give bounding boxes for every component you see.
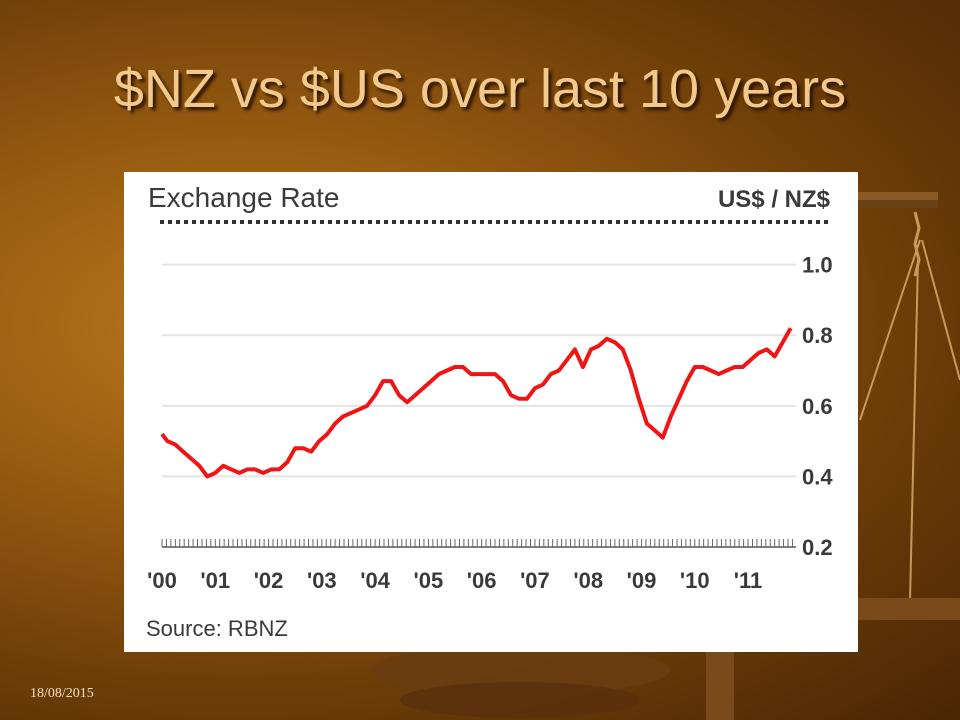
exchange-rate-chart-panel: Exchange Rate US$ / NZ$ 0.2 0.4 0.6 0.8 1.0 '00… (124, 172, 858, 652)
x-tick-label: '01 (200, 568, 230, 593)
x-tick-label: '11 (734, 568, 763, 593)
exchange-rate-line (160, 327, 793, 479)
x-tick-label: '02 (254, 568, 284, 593)
x-tick-label: '09 (627, 568, 657, 593)
x-tick-label: '10 (680, 568, 710, 593)
x-tick-label: '00 (147, 568, 177, 593)
unit-label: US$ / NZ$ (718, 186, 831, 213)
x-tick-label: '07 (520, 568, 550, 593)
x-tick-label: '06 (467, 568, 497, 593)
chart-title: Exchange Rate (148, 182, 339, 213)
y-tick-label: 1.0 (802, 253, 833, 278)
x-tick-label: '04 (360, 568, 390, 593)
slide-title: $NZ vs $US over last 10 years (113, 59, 847, 119)
y-tick-label: 0.6 (802, 394, 833, 419)
exchange-rate-chart: Exchange Rate US$ / NZ$ 0.2 0.4 0.6 0.8 1.0 '00… (146, 182, 833, 641)
y-tick-label: 0.2 (802, 535, 833, 560)
x-tick-label: '03 (307, 568, 337, 593)
x-tick-label: '05 (414, 568, 444, 593)
y-tick-label: 0.8 (802, 323, 833, 348)
x-tick-label: '08 (573, 568, 603, 593)
y-tick-label: 0.4 (802, 464, 833, 489)
footer-date: 18/08/2015 (30, 686, 94, 701)
source-note: Source: RBNZ (146, 616, 288, 641)
